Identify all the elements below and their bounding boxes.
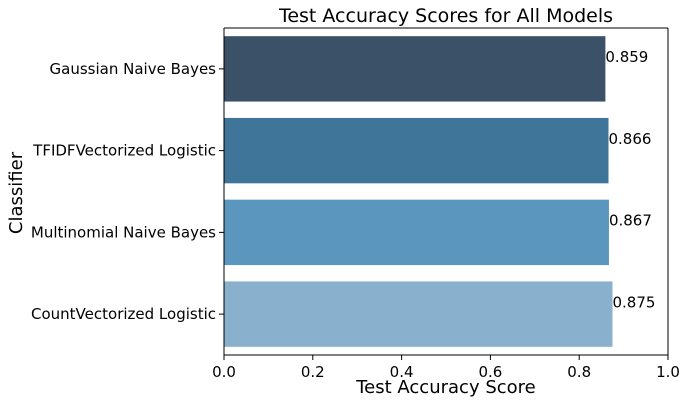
bar-value-label: 0.859 xyxy=(605,48,648,66)
x-tick-label: 0.6 xyxy=(478,363,502,381)
x-tick-group: 0.0 0.2 0.4 0.6 0.8 1.0 xyxy=(212,355,680,381)
bars-group xyxy=(224,36,613,347)
bar xyxy=(224,36,606,102)
y-tick-label: Gaussian Naive Bayes xyxy=(50,60,217,78)
bar xyxy=(224,117,609,184)
y-axis-label: Classifier xyxy=(6,151,27,234)
x-tick-label: 0.0 xyxy=(212,363,236,381)
chart-title: Test Accuracy Scores for All Models xyxy=(278,5,613,27)
x-axis-label: Test Accuracy Score xyxy=(355,377,535,398)
x-tick-label: 0.2 xyxy=(301,363,325,381)
bar xyxy=(224,199,609,266)
y-tick-label: Multinomial Naive Bayes xyxy=(31,223,216,241)
value-labels-group: 0.859 0.866 0.867 0.875 xyxy=(605,48,655,311)
y-tick-label: CountVectorized Logistic xyxy=(31,305,216,323)
bar xyxy=(224,281,613,347)
bar-value-label: 0.875 xyxy=(613,293,656,311)
x-tick-label: 0.8 xyxy=(567,363,591,381)
bar-value-label: 0.866 xyxy=(609,130,652,148)
x-tick-label: 1.0 xyxy=(656,363,680,381)
x-tick-label: 0.4 xyxy=(390,363,414,381)
y-tick-group: Gaussian Naive Bayes TFIDFVectorized Logi… xyxy=(31,60,224,323)
axes-frame xyxy=(223,27,669,356)
bar-value-label: 0.867 xyxy=(609,212,652,230)
y-tick-label: TFIDFVectorized Logistic xyxy=(32,142,216,160)
